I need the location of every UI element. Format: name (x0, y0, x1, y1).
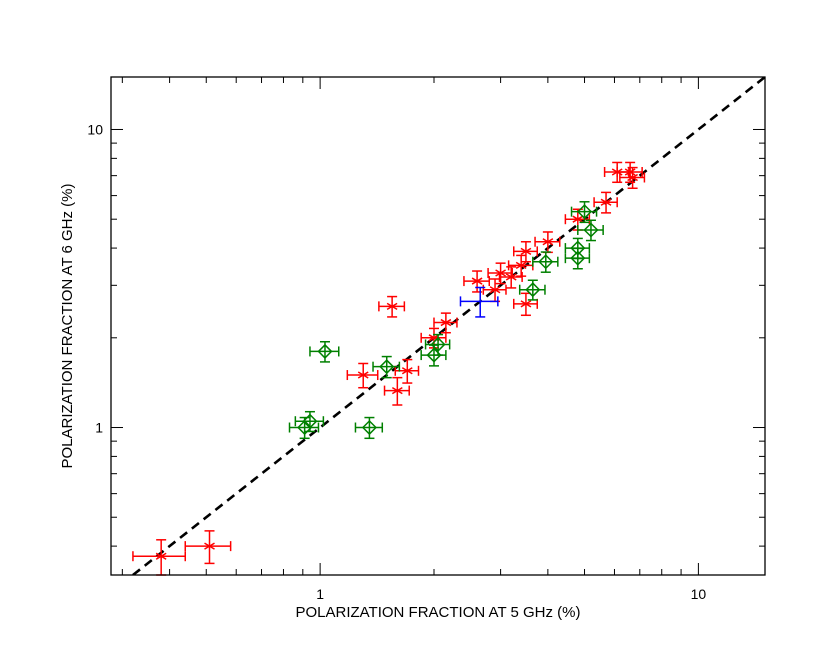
axis-ticks: 1 10 1 10 (87, 77, 765, 602)
plot-content (132, 77, 765, 576)
diamond-marker (525, 282, 541, 298)
series-blue (459, 286, 499, 318)
one-to-one-reference-line (132, 77, 765, 575)
star-marker-stroke (401, 367, 413, 375)
data-point-red (593, 191, 618, 214)
series-red (132, 161, 646, 576)
star-marker-stroke (572, 215, 584, 223)
y-tick-label: 10 (87, 121, 103, 137)
star-marker-stroke (391, 386, 403, 395)
data-point-green (532, 251, 559, 273)
star-marker-stroke (505, 273, 517, 281)
data-point-green (372, 355, 401, 379)
star-marker-stroke (542, 238, 554, 246)
diamond-marker (297, 419, 313, 436)
y-axis-label: POLARIZATION FRACTION AT 6 GHz (%) (59, 183, 76, 468)
star-marker-stroke (624, 168, 636, 176)
x-tick-label: 10 (691, 586, 707, 602)
data-point-red (513, 292, 539, 317)
data-point-green (577, 219, 604, 242)
data-point-red (383, 376, 410, 406)
star-marker-stroke (495, 269, 506, 277)
data-point-red (346, 362, 379, 389)
diamond-marker (302, 413, 318, 429)
data-point-red (463, 270, 491, 293)
data-point-green (564, 237, 591, 260)
data-point-green (354, 416, 384, 440)
x-tick-label: 1 (316, 586, 324, 602)
data-point-red (378, 295, 406, 318)
y-tick-label: 1 (95, 420, 103, 436)
x-axis-label: POLARIZATION FRACTION AT 5 GHz (%) (295, 604, 580, 621)
diamond-marker (317, 343, 333, 359)
diamond-marker (538, 254, 554, 270)
star-marker-stroke (515, 261, 527, 270)
star-marker-stroke (386, 302, 398, 310)
data-point-red (534, 231, 561, 254)
star-marker-stroke (627, 173, 638, 182)
diamond-marker (361, 419, 377, 436)
data-point-red (184, 530, 232, 565)
data-point-blue (459, 286, 499, 318)
plot-frame (110, 76, 766, 576)
star-marker-stroke (489, 286, 501, 294)
diamond-marker (576, 204, 593, 220)
diamond-marker (570, 250, 586, 266)
data-point-red (619, 166, 646, 190)
star-marker-stroke (520, 247, 532, 256)
diamond-marker (570, 240, 586, 256)
data-point-green (518, 279, 546, 301)
data-point-red (132, 539, 187, 576)
data-point-green (309, 340, 340, 363)
star-marker-stroke (440, 318, 452, 327)
star-marker-stroke (600, 198, 612, 206)
data-point-green (294, 410, 325, 433)
data-point-red (513, 241, 539, 263)
data-point-green (570, 201, 598, 224)
diamond-marker (430, 336, 446, 352)
star-marker-stroke (204, 542, 215, 550)
star-marker-stroke (520, 300, 532, 308)
star-marker-stroke (357, 371, 369, 379)
diamond-marker (583, 222, 599, 238)
diamond-marker (379, 359, 395, 375)
star-marker-stroke (471, 277, 483, 285)
series-green (288, 201, 604, 440)
data-point-green (424, 333, 451, 356)
data-point-red (433, 312, 458, 334)
star-marker-stroke (155, 552, 167, 560)
data-point-red (616, 161, 643, 184)
